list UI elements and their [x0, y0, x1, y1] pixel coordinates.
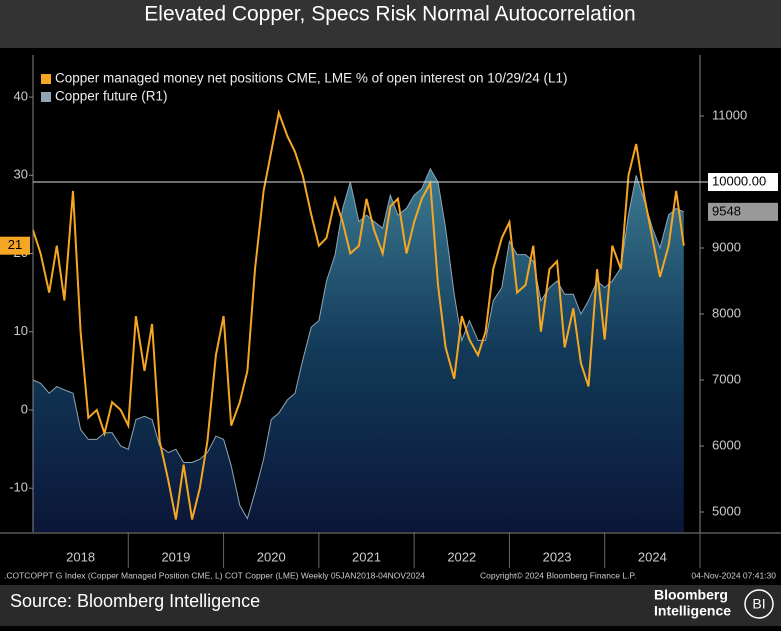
logo-text: Intelligence: [654, 603, 731, 619]
timestamp: 04-Nov-2024 07:41:30: [691, 570, 776, 580]
logo-badge-text: BI: [752, 596, 765, 612]
x-tick-label: 2019: [161, 549, 190, 564]
y2-tick-label: 11000: [712, 107, 747, 122]
last-value-box: [0, 236, 30, 255]
logo-badge: [744, 589, 774, 619]
logo-text: Bloomberg: [654, 587, 728, 603]
legend-box: [37, 69, 643, 109]
y-tick-label: -10: [9, 480, 28, 495]
source-bar: [0, 585, 781, 626]
y-tick-label: 40: [14, 89, 28, 104]
title-bar: [0, 0, 781, 48]
area-line: [32, 167, 685, 520]
last-value-label: 21: [8, 237, 22, 252]
y-tick-label: 10: [14, 323, 28, 338]
x-tick-label: 2022: [447, 549, 476, 564]
source: Source: Bloomberg Intelligence: [10, 591, 260, 611]
y2-tick-label: 8000: [712, 305, 741, 320]
y2-tick-label: 7000: [712, 371, 741, 386]
y-tick-label: 30: [14, 167, 28, 182]
y2-tick-label: 5000: [712, 503, 741, 518]
area-fill: [33, 168, 684, 533]
footnote: .COTCOPPT G Index (Copper Managed Positi…: [4, 570, 425, 580]
last-value-label: 9548: [712, 203, 741, 218]
last-value-box: [708, 202, 778, 221]
x-tick-label: 2023: [543, 549, 572, 564]
copyright: Copyright© 2024 Bloomberg Finance L.P.: [480, 570, 636, 580]
reference-label-box: [708, 173, 778, 192]
legend-label: Copper future (R1): [55, 89, 168, 104]
line: [32, 108, 685, 520]
x-tick-label: 2020: [257, 549, 286, 564]
x-tick-label: 2021: [352, 549, 381, 564]
reference-label: 10000.00: [712, 173, 766, 188]
legend-swatch: [41, 74, 51, 84]
legend-swatch: [41, 92, 51, 102]
chart-title: Elevated Copper, Specs Risk Normal Autoc…: [144, 3, 635, 26]
y2-tick-label: 6000: [712, 437, 741, 452]
x-tick-label: 2024: [638, 549, 667, 564]
y-tick-label: 0: [21, 401, 28, 416]
y2-tick-label: 9000: [712, 239, 741, 254]
x-tick-label: 2018: [66, 549, 95, 564]
legend-label: Copper managed money net positions CME, …: [55, 71, 568, 86]
